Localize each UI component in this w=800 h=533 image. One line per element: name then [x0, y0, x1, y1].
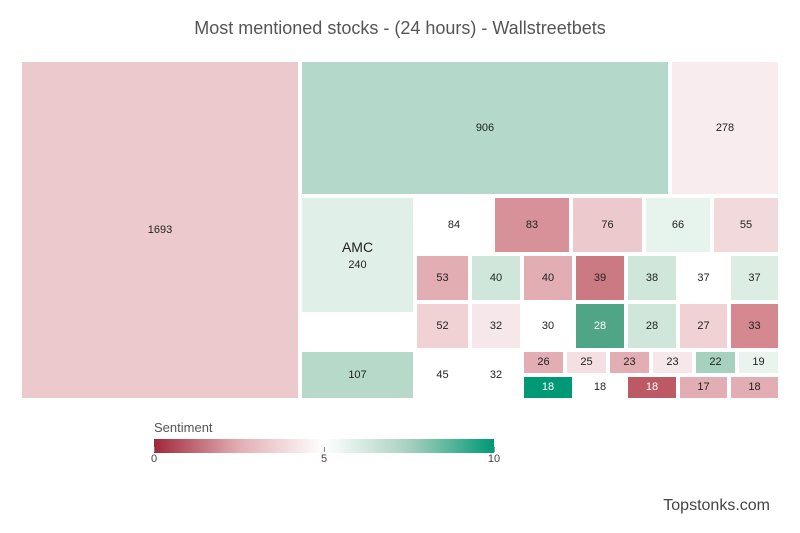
- attribution-text: Topstonks.com: [663, 497, 770, 515]
- treemap-cell: 18: [729, 375, 780, 400]
- treemap-cell-value: 84: [448, 218, 460, 232]
- treemap-cell: 40: [470, 254, 522, 302]
- treemap-cell-value: 53: [436, 271, 448, 285]
- treemap-cell-ticker: AMC: [342, 238, 373, 256]
- treemap-cell-value: 18: [748, 380, 760, 394]
- treemap-cell: 19: [737, 350, 780, 375]
- treemap-cell-value: 66: [672, 218, 684, 232]
- treemap-cell-value: 25: [580, 355, 592, 369]
- treemap-cell: 23: [608, 350, 651, 375]
- treemap-cell: 33: [729, 302, 780, 350]
- treemap-cell: 83: [493, 196, 571, 254]
- treemap-cell: 18: [574, 375, 626, 400]
- treemap-cell-value: 55: [740, 218, 752, 232]
- treemap-cell-value: 240: [348, 258, 366, 272]
- treemap-cell: 53: [415, 254, 470, 302]
- treemap-cell-value: 40: [490, 271, 502, 285]
- treemap-cell: 23: [651, 350, 694, 375]
- treemap-cell: 278: [670, 60, 780, 196]
- treemap-cell-value: 37: [748, 271, 760, 285]
- treemap-cell: 30: [522, 302, 574, 350]
- treemap-cell: 52: [415, 302, 470, 350]
- treemap-cell-value: 17: [697, 380, 709, 394]
- treemap-cell: 25: [565, 350, 608, 375]
- treemap-cell-value: 906: [476, 121, 494, 135]
- treemap-cell: 40: [522, 254, 574, 302]
- treemap-cell: 18: [522, 375, 574, 400]
- treemap-cell: 37: [729, 254, 780, 302]
- treemap-cell: 76: [571, 196, 644, 254]
- legend-tick: 10: [488, 453, 500, 465]
- treemap-cell-value: 28: [594, 319, 606, 333]
- treemap-cell-value: 18: [646, 380, 658, 394]
- treemap-cell-value: 23: [623, 355, 635, 369]
- treemap-cell: 107: [300, 350, 415, 400]
- treemap-cell-value: 278: [716, 121, 734, 135]
- treemap-cell-value: 30: [542, 319, 554, 333]
- treemap-cell: 17: [678, 375, 729, 400]
- treemap-cell-value: 45: [436, 368, 448, 382]
- legend-tick: 5: [321, 453, 327, 465]
- treemap-cell-value: 107: [348, 368, 366, 382]
- treemap-cell: 1693: [20, 60, 300, 400]
- treemap-cell-value: 18: [594, 380, 606, 394]
- treemap-cell: 32: [470, 350, 522, 400]
- treemap-cell-value: 28: [646, 319, 658, 333]
- treemap-cell-value: 37: [697, 271, 709, 285]
- treemap-cell: 38: [626, 254, 678, 302]
- treemap-cell: 37: [678, 254, 729, 302]
- treemap-cell: 84: [415, 196, 493, 254]
- treemap-cell: 28: [626, 302, 678, 350]
- chart-title: Most mentioned stocks - (24 hours) - Wal…: [0, 0, 800, 49]
- treemap-cell-value: 26: [537, 355, 549, 369]
- treemap-cell: AMC 240: [300, 196, 415, 314]
- treemap-cell: 55: [712, 196, 780, 254]
- treemap-cell-value: 32: [490, 319, 502, 333]
- legend-tick: 0: [151, 453, 157, 465]
- treemap-cell: 28: [574, 302, 626, 350]
- treemap-cell-value: 22: [709, 355, 721, 369]
- treemap-cell-value: 1693: [148, 223, 172, 237]
- legend-ticks: 0510: [154, 453, 494, 471]
- treemap-cell: 32: [470, 302, 522, 350]
- treemap-cell: 18: [626, 375, 678, 400]
- treemap-cell: 45: [415, 350, 470, 400]
- treemap-cell-value: 40: [542, 271, 554, 285]
- treemap-cell-value: 39: [594, 271, 606, 285]
- treemap-cell-value: 83: [526, 218, 538, 232]
- treemap-cell: 27: [678, 302, 729, 350]
- legend-title: Sentiment: [150, 420, 550, 435]
- treemap-cell-value: 32: [490, 368, 502, 382]
- treemap-cell: 26: [522, 350, 565, 375]
- treemap-cell: 22: [694, 350, 737, 375]
- legend: Sentiment 0 5 10: [150, 420, 550, 471]
- treemap-cell: 906: [300, 60, 670, 196]
- treemap-cell-value: 52: [436, 319, 448, 333]
- treemap-cell-value: 18: [542, 380, 554, 394]
- treemap-cell-value: 19: [752, 355, 764, 369]
- treemap-cell-value: 33: [748, 319, 760, 333]
- treemap-cell: 39: [574, 254, 626, 302]
- treemap-area: 1693 906 278 AMC 240 107 84 83 76 66 55 53 40 40 39 38 3…: [20, 60, 780, 400]
- treemap-cell-value: 23: [666, 355, 678, 369]
- treemap-cell-value: 38: [646, 271, 658, 285]
- treemap-cell-value: 27: [697, 319, 709, 333]
- treemap-cell-value: 76: [601, 218, 613, 232]
- treemap-cell: 66: [644, 196, 712, 254]
